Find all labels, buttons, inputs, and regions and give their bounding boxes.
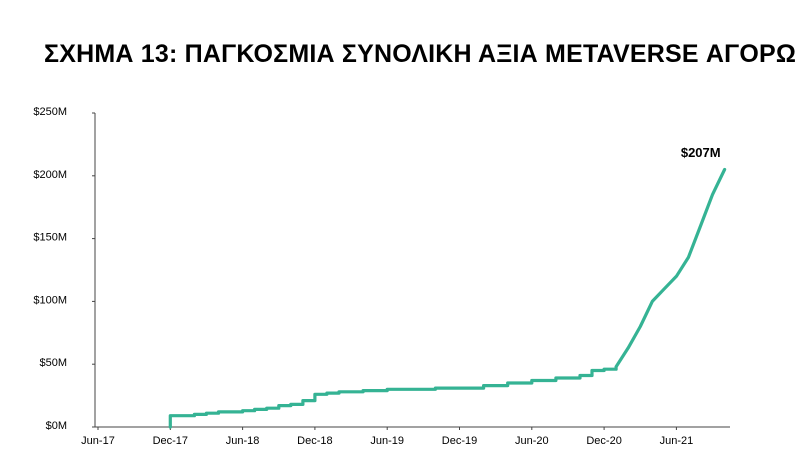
x-tick-label: Dec-19 bbox=[442, 435, 477, 447]
x-tick-label: Dec-18 bbox=[297, 435, 332, 447]
y-tick-label: $100M bbox=[33, 294, 67, 306]
x-tick-label: Jun-20 bbox=[515, 435, 549, 447]
y-tick-label: $200M bbox=[33, 169, 67, 181]
x-tick-label: Jun-17 bbox=[81, 435, 115, 447]
chart-title: ΣΧΗΜΑ 13: ΠΑΓΚΟΣΜΙΑ ΣΥΝΟΛΙΚΗ ΑΞΙΑ METAVE… bbox=[44, 40, 797, 68]
x-tick-label: Dec-17 bbox=[153, 435, 188, 447]
x-tick-label: Dec-20 bbox=[586, 435, 621, 447]
y-tick-label: $50M bbox=[39, 357, 67, 369]
x-tick-label: Jun-18 bbox=[226, 435, 260, 447]
x-tick-label: Jun-19 bbox=[370, 435, 404, 447]
y-tick-label: $250M bbox=[33, 106, 67, 118]
y-tick-label: $150M bbox=[33, 232, 67, 244]
x-tick-label: Jun-21 bbox=[660, 435, 694, 447]
y-tick-label: $0M bbox=[46, 420, 67, 432]
value-annotation: $207M bbox=[681, 145, 721, 160]
series-line bbox=[168, 167, 727, 429]
